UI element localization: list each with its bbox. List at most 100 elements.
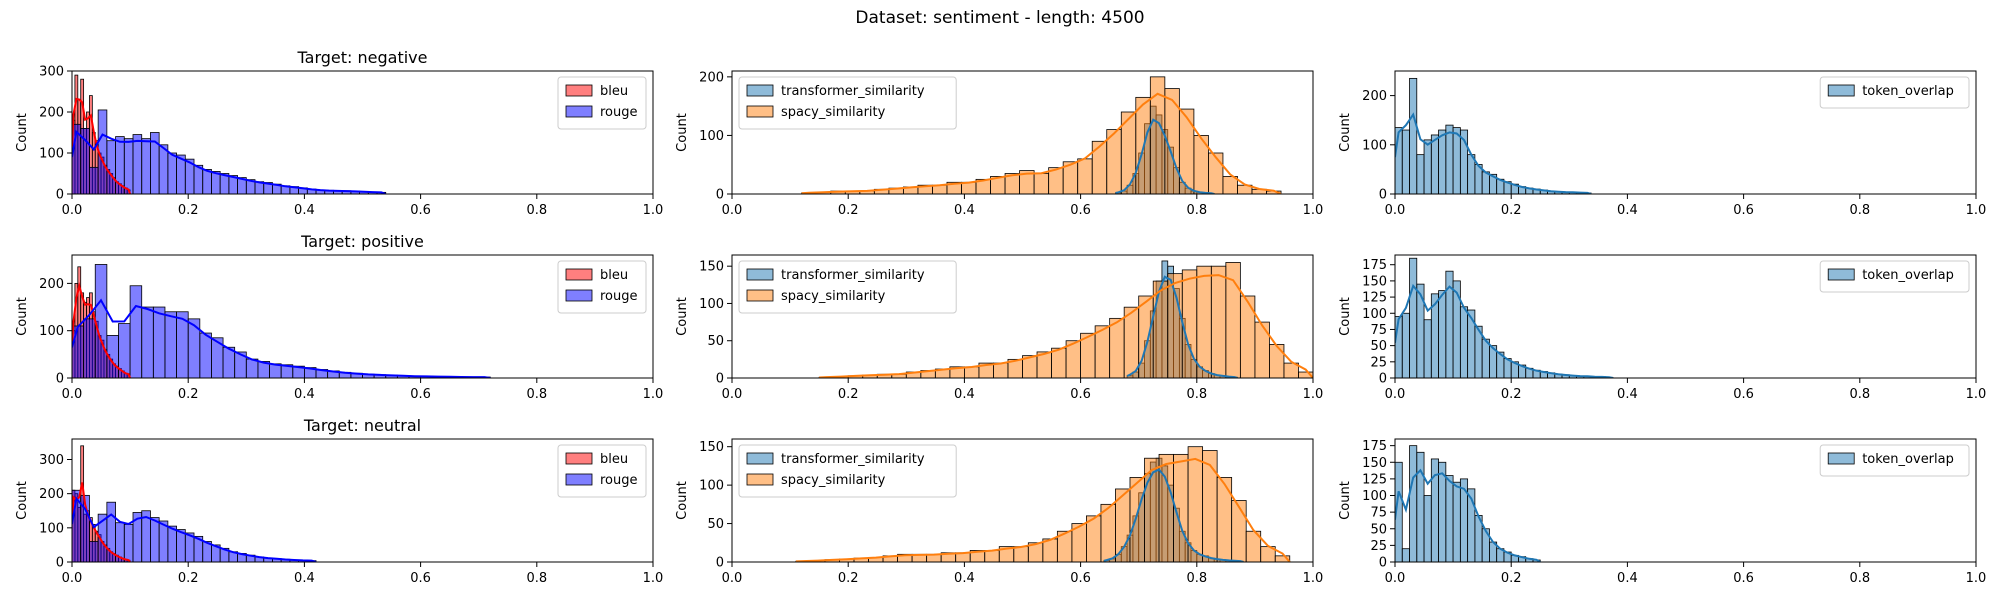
- x-tick-label: 0.4: [954, 571, 975, 586]
- plot-area: [818, 260, 1313, 378]
- bar-rouge-11: [167, 152, 177, 194]
- bar-spacy_similarity-22: [1138, 295, 1154, 378]
- bar-rouge-8: [164, 311, 177, 378]
- plot-area: [1395, 445, 1541, 562]
- legend: bleu rouge: [557, 76, 647, 130]
- legend-swatch-bleu: [565, 452, 593, 465]
- legend-swatch-transformer_similarity: [746, 452, 774, 465]
- axes-frame: [731, 438, 1314, 563]
- kde-line-rouge: [72, 496, 317, 562]
- y-tick-label: 100: [1362, 307, 1387, 322]
- y-tick-label: 50: [1370, 339, 1387, 354]
- x-tick-label: 0.6: [1070, 571, 1091, 586]
- bar-spacy_similarity-19: [1077, 158, 1093, 194]
- bar-spacy_similarity-21: [1123, 306, 1140, 378]
- y-tick-label: 150: [1362, 456, 1387, 471]
- kde-line-token_overlap: [1395, 468, 1541, 562]
- bar-spacy_similarity-28: [1202, 450, 1218, 562]
- y-tick-label: 200: [699, 70, 724, 85]
- legend-box: [1819, 76, 1970, 109]
- subplot-3: 0.0 0.2 0.4 0.6 0.8 1.0 0 100 200 Count Target: po…: [15, 232, 663, 402]
- bar-token_overlap-8: [1452, 127, 1461, 194]
- y-tick-label: 300: [39, 65, 64, 80]
- axes-frame: [71, 254, 654, 379]
- kde-line-spacy_similarity: [795, 457, 1291, 562]
- y-tick-label: 200: [39, 487, 64, 502]
- bar-token_overlap-12: [1481, 171, 1490, 194]
- y-tick-label: 150: [1362, 274, 1387, 289]
- legend-label-transformer_similarity: transformer_similarity: [781, 452, 925, 467]
- y-tick-label: 100: [699, 297, 724, 312]
- bar-rouge-12: [176, 529, 186, 562]
- y-axis-label: Count: [675, 481, 690, 520]
- y-tick-label: 0: [56, 556, 64, 571]
- bar-rouge-1: [83, 318, 96, 378]
- bar-token_overlap-12: [1481, 338, 1490, 378]
- y-tick-label: 25: [1370, 355, 1387, 370]
- bar-rouge-0: [72, 325, 85, 378]
- x-tick-label: 0.6: [1070, 203, 1091, 218]
- y-tick-label: 0: [56, 372, 64, 387]
- x-tick-label: 0.0: [1385, 387, 1406, 402]
- plot-area: [795, 446, 1291, 562]
- x-tick-label: 1.0: [1966, 571, 1987, 586]
- bar-token_overlap-2: [1409, 77, 1418, 194]
- legend: transformer_similarity spacy_similarity: [738, 444, 957, 498]
- bar-rouge-13: [222, 346, 236, 378]
- bar-spacy_similarity-20: [1109, 317, 1125, 378]
- legend-swatch-spacy_similarity: [746, 473, 774, 486]
- legend-swatch-transformer_similarity: [746, 268, 774, 281]
- kde-line-spacy_similarity: [819, 274, 1313, 378]
- x-tick-label: 1.0: [1966, 203, 1987, 218]
- plot-area: [1395, 257, 1614, 378]
- bar-spacy_similarity-25: [1158, 453, 1174, 562]
- bar-spacy_similarity-24: [1167, 273, 1183, 378]
- subplot-title: Target: neutral: [303, 416, 421, 435]
- x-tick-label: 0.2: [838, 387, 859, 402]
- x-tick-label: 0.8: [526, 203, 547, 218]
- bar-spacy_similarity-30: [1254, 321, 1270, 378]
- y-axis-label: Count: [15, 113, 30, 152]
- y-axis-label: Count: [675, 113, 690, 152]
- y-tick-label: 0: [1379, 188, 1387, 203]
- x-tick-label: 0.8: [1186, 571, 1207, 586]
- y-tick-label: 100: [39, 147, 64, 162]
- kde-line-bleu: [72, 482, 131, 562]
- y-tick-label: 50: [1370, 522, 1387, 537]
- x-tick-label: 0.6: [1733, 571, 1754, 586]
- bar-rouge-7: [132, 134, 143, 194]
- legend: token_overlap: [1819, 260, 1970, 293]
- bar-rouge-10: [158, 520, 169, 562]
- x-tick-label: 0.4: [294, 571, 315, 586]
- subplot-2: 0.0 0.2 0.4 0.6 0.8 1.0 0 100 200 Count token_over…: [1338, 70, 1987, 218]
- x-tick-label: 1.0: [1303, 571, 1324, 586]
- legend-label-transformer_similarity: transformer_similarity: [781, 268, 925, 283]
- subplot-1: 0.0 0.2 0.4 0.6 0.8 1.0 0 100 200 Count transforme…: [675, 70, 1323, 218]
- legend-label-transformer_similarity: transformer_similarity: [781, 84, 925, 99]
- subplot-7: 0.0 0.2 0.4 0.6 0.8 1.0 0 50 100 150 Count transfor…: [675, 438, 1324, 586]
- x-tick-label: 0.0: [1385, 203, 1406, 218]
- bar-token_overlap-3: [1416, 451, 1425, 562]
- plot-area: [801, 76, 1282, 194]
- kde-line-token_overlap: [1395, 112, 1592, 194]
- bar-token_overlap-4: [1423, 139, 1432, 194]
- legend-box: [738, 76, 957, 130]
- y-tick-label: 0: [716, 188, 724, 203]
- x-tick-label: 0.8: [526, 387, 547, 402]
- kde-line-transformer_similarity: [1126, 275, 1238, 378]
- y-tick-label: 0: [1379, 372, 1387, 387]
- bar-spacy_similarity-23: [1129, 477, 1145, 562]
- x-tick-label: 0.6: [1070, 387, 1091, 402]
- x-tick-label: 0.0: [722, 571, 743, 586]
- bar-spacy_similarity-27: [1210, 265, 1227, 378]
- y-tick-label: 75: [1370, 506, 1387, 521]
- bar-spacy_similarity-26: [1196, 265, 1212, 378]
- bar-rouge-15: [245, 358, 259, 378]
- legend: token_overlap: [1819, 444, 1970, 477]
- x-tick-label: 0.2: [838, 203, 859, 218]
- bar-token_overlap-2: [1409, 257, 1418, 378]
- bar-rouge-6: [123, 524, 134, 562]
- y-tick-label: 100: [1362, 138, 1387, 153]
- bar-rouge-1: [80, 494, 90, 562]
- bar-spacy_similarity-16: [1051, 347, 1067, 378]
